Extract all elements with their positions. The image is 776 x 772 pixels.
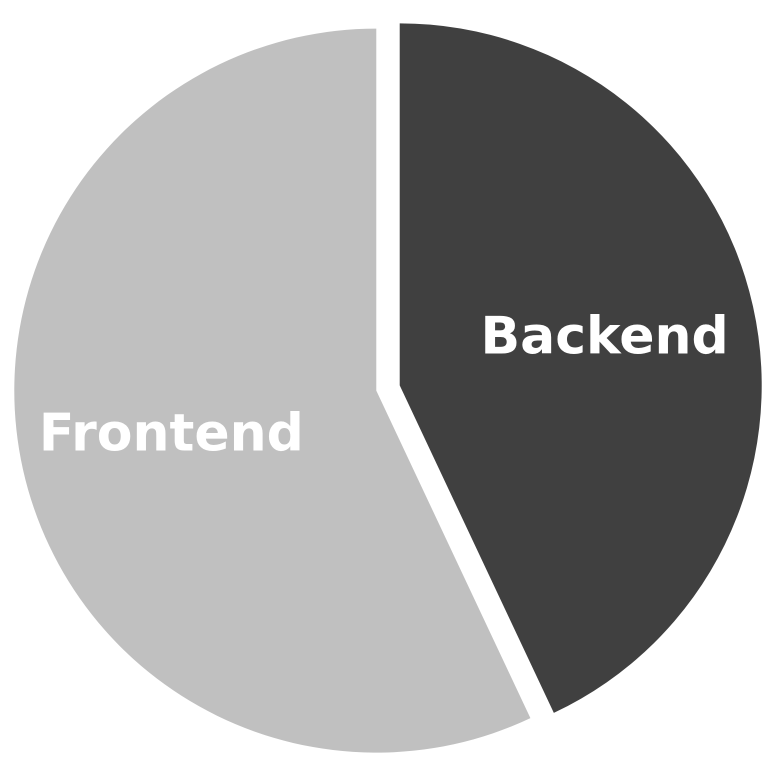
pie-labels: Backend Frontend — [39, 307, 729, 464]
pie-slice-frontend — [14, 28, 531, 753]
pie-slice-backend — [399, 23, 762, 713]
pie-label-backend: Backend — [480, 307, 728, 367]
pie-label-frontend: Frontend — [39, 403, 304, 463]
pie-slices — [14, 23, 762, 753]
